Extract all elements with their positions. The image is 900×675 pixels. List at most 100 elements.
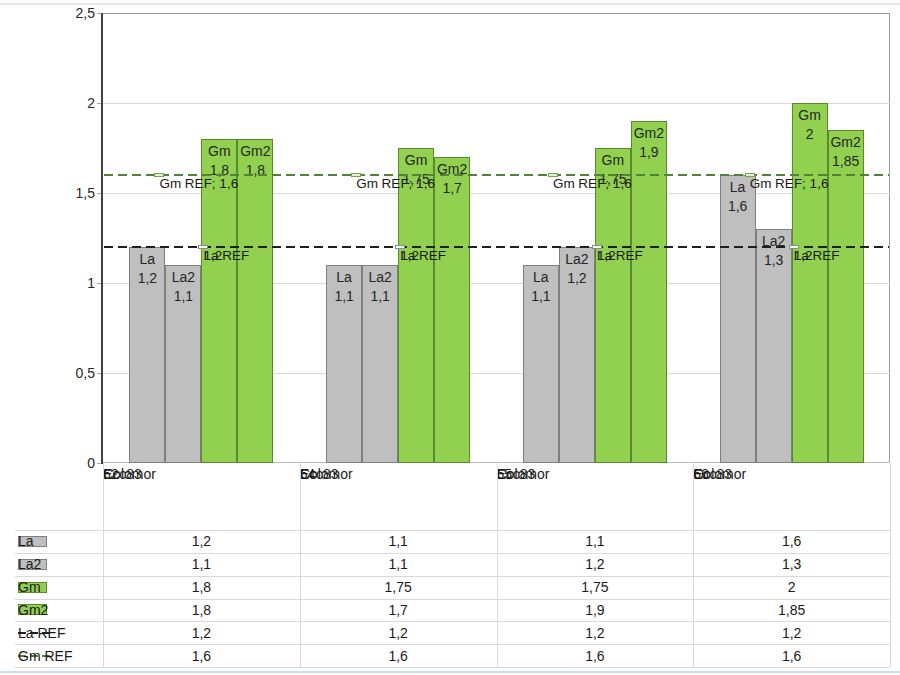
table-cell: 1,1: [497, 530, 694, 553]
bar-la-65: La1,1: [523, 265, 559, 463]
la-ref-label-box: La REF1,2: [198, 245, 208, 249]
gm-ref-label-box: Gm REF; 1,6: [745, 173, 755, 177]
window-top-edge: [0, 3, 900, 5]
legend-cell-gm-ref: Gm REF: [15, 644, 103, 667]
ref-label-text: 1,2: [597, 247, 616, 264]
y-axis-line: [101, 13, 103, 464]
table-cell: 1,6: [693, 644, 890, 667]
category-sublabel: Colomor: [497, 463, 550, 485]
table-cell: 1,1: [103, 553, 300, 576]
y-axis-tick-label: 0,5: [25, 364, 95, 382]
table-header-65: 65Ecc83Colomor: [497, 463, 694, 530]
la-ref-label-box: La REF1,2: [789, 245, 799, 249]
ref-label-text: 1,2: [794, 247, 813, 264]
legend-cell-gm2: Gm2: [15, 599, 103, 622]
table-cell-value: 1,2: [782, 625, 801, 641]
legend-cell-gm: Gm: [15, 576, 103, 599]
bar-series-name: Gm2: [220, 142, 290, 161]
table-cell-value: 1,9: [585, 602, 604, 618]
bar-series-name: Gm2: [614, 124, 684, 143]
y-axis-tick-label: 1,5: [25, 184, 95, 202]
bar-gm2-66: Gm21,85: [828, 130, 864, 463]
y-axis-tick-label: 0: [25, 454, 95, 472]
table-cell-value: 1,7: [388, 602, 407, 618]
table-column-line: [890, 463, 891, 667]
table-cell-value: 1,2: [585, 625, 604, 641]
table-header-66: 66Ecc83Colomor: [693, 463, 890, 530]
table-row-line: [15, 576, 890, 577]
ref-label-text: Gm REF; 1,6: [159, 175, 238, 192]
table-cell: 1,2: [497, 621, 694, 644]
table-cell-value: 1,2: [192, 533, 211, 549]
plot-border-right: [889, 13, 890, 463]
table-cell-value: 1,85: [778, 602, 805, 618]
legend-cell-la-ref: La REF: [15, 621, 103, 644]
table-cell: 1,9: [497, 599, 694, 622]
ref-label-text: 1,2: [203, 247, 222, 264]
table-row-line: [15, 553, 890, 554]
table-cell: 1,1: [300, 553, 497, 576]
table-cell: 1,8: [103, 599, 300, 622]
table-cell: 1,75: [497, 576, 694, 599]
gm-ref-label-box: Gm REF; 1,6: [351, 173, 361, 177]
category-sublabel: Colomor: [103, 463, 156, 485]
table-cell-value: 1,2: [388, 625, 407, 641]
table-cell: 1,6: [497, 644, 694, 667]
table-column-line: [300, 463, 301, 667]
table-cell: 1,2: [103, 621, 300, 644]
table-cell: 1,1: [300, 530, 497, 553]
excel-bar-chart: 00,511,522,5La1,2La1,1La1,1La1,6La21,1La…: [0, 0, 900, 675]
table-row-line: [15, 530, 890, 531]
ref-label-text: Gm REF; 1,6: [553, 175, 632, 192]
table-cell-value: 1,6: [585, 648, 604, 664]
y-axis-tick-label: 1: [25, 274, 95, 292]
table-cell-value: 1,8: [192, 602, 211, 618]
legend-label: Gm REF: [18, 648, 72, 664]
table-cell: 1,7: [300, 599, 497, 622]
table-cell: 2: [693, 576, 890, 599]
legend-label: Gm: [18, 579, 41, 595]
legend-label: La: [18, 533, 34, 549]
gm-ref-label-box: Gm REF; 1,6: [548, 173, 558, 177]
table-cell-value: 1,2: [192, 625, 211, 641]
gm-ref-label-box: Gm REF; 1,6: [154, 173, 164, 177]
ref-label-text: 1,2: [400, 247, 419, 264]
table-cell: 1,2: [693, 621, 890, 644]
bar-value: 1,6: [703, 197, 773, 216]
bar-value: 1,9: [614, 143, 684, 162]
bar-value-label: Gm21,9: [614, 124, 684, 162]
table-header-64: 64Ecc83Colomor: [300, 463, 497, 530]
table-row-line: [15, 667, 890, 668]
legend-label: Gm2: [18, 602, 48, 618]
table-cell-value: 1,1: [192, 556, 211, 572]
bar-la2-65: La21,2: [559, 247, 595, 463]
table-column-line: [693, 463, 694, 667]
bar-value-label: Gm21,85: [811, 133, 881, 171]
legend-label: La2: [18, 556, 41, 572]
bar-gm-65: Gm1,75: [595, 148, 631, 463]
table-cell: 1,8: [103, 576, 300, 599]
table-header-62: 62Ecc83Colomor: [103, 463, 300, 530]
gridline: [103, 103, 890, 104]
ref-label-text: Gm REF; 1,6: [356, 175, 435, 192]
table-cell-value: 1,3: [782, 556, 801, 572]
table-cell-value: 1,1: [388, 533, 407, 549]
table-cell: 1,85: [693, 599, 890, 622]
y-axis-tick-label: 2,5: [25, 4, 95, 22]
category-sublabel: Colomor: [693, 463, 746, 485]
bar-gm2-64: Gm21,7: [434, 157, 470, 463]
ref-label-text: Gm REF; 1,6: [750, 175, 829, 192]
table-row-line: [15, 599, 890, 600]
table-cell-value: 1,6: [192, 648, 211, 664]
la-ref-label-box: La REF1,2: [395, 245, 405, 249]
table-cell: 1,2: [300, 621, 497, 644]
table-cell-value: 1,2: [585, 556, 604, 572]
bar-series-name: Gm2: [811, 133, 881, 152]
table-cell: 1,75: [300, 576, 497, 599]
category-sublabel: Colomor: [300, 463, 353, 485]
bar-la2-66: La21,3: [756, 229, 792, 463]
table-cell-value: 2: [788, 579, 796, 595]
bar-gm2-65: Gm21,9: [631, 121, 667, 463]
legend-cell-la2: La2: [15, 553, 103, 576]
legend-cell-la: La: [15, 530, 103, 553]
